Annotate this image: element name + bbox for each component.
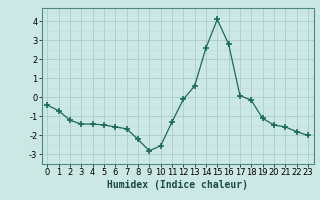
X-axis label: Humidex (Indice chaleur): Humidex (Indice chaleur): [107, 180, 248, 190]
